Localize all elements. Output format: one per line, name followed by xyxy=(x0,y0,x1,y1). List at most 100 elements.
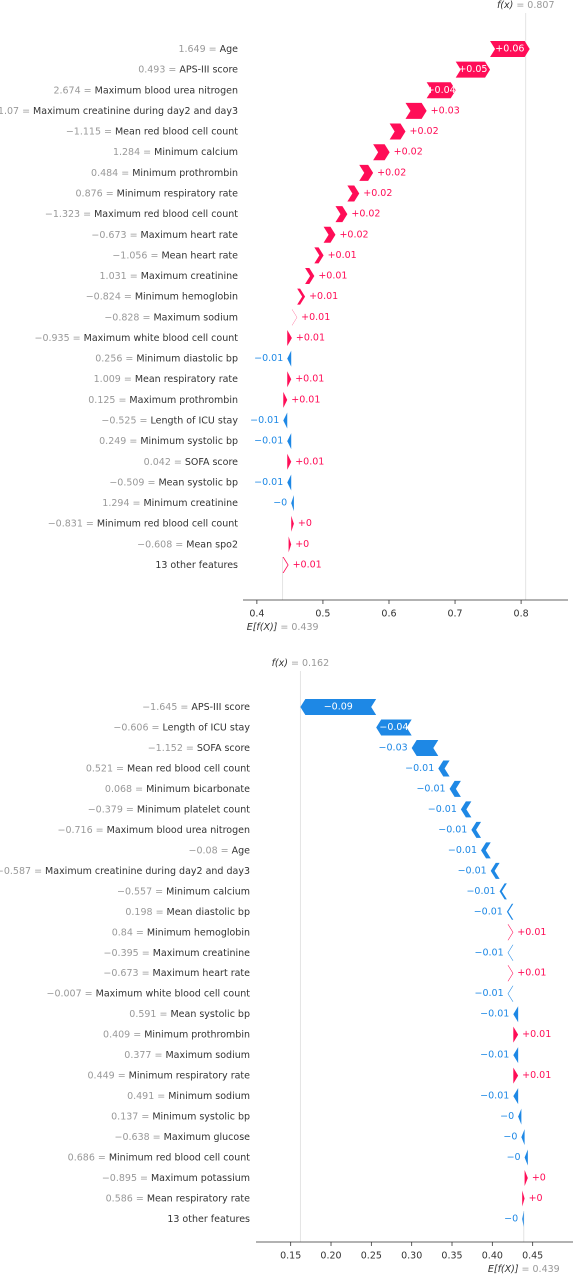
separator: = xyxy=(140,1173,148,1184)
separator: = xyxy=(126,804,134,815)
separator: = xyxy=(124,374,132,385)
value-label: −0.01 xyxy=(428,804,457,815)
shap-bar xyxy=(506,903,514,920)
feature-label: 0.449 = Minimum respiratory rate xyxy=(88,1070,251,1081)
separator: = xyxy=(83,209,91,220)
shap-bar xyxy=(507,965,514,982)
x-tick-label: 0.8 xyxy=(514,609,529,620)
feature-name: Minimum red blood cell count xyxy=(97,518,238,529)
separator: = xyxy=(104,126,112,137)
feature-name: SOFA score xyxy=(197,742,250,753)
feature-label: 0.249 = Minimum systolic bp xyxy=(99,436,238,447)
separator: = xyxy=(136,927,144,938)
shap-bar xyxy=(455,61,491,78)
feature-name: 13 other features xyxy=(167,1214,250,1225)
feature-name: Minimum hemoglobin xyxy=(135,291,238,302)
feature-label: −0.828 = Maximum sodium xyxy=(104,312,238,323)
separator: = xyxy=(150,250,158,261)
value-label: −0.01 xyxy=(254,353,283,364)
value-label: −0.03 xyxy=(379,742,408,753)
separator: = xyxy=(86,518,94,529)
separator: = xyxy=(159,1009,167,1020)
feature-value: −0.673 xyxy=(103,968,138,979)
feature-name: Length of ICU stay xyxy=(163,722,251,733)
feature-name: Maximum creatinine during day2 and day3 xyxy=(45,865,250,876)
shap-bar xyxy=(297,288,306,305)
value-label: +0.02 xyxy=(377,167,406,178)
shap-bar xyxy=(287,329,292,346)
value-label: +0.02 xyxy=(363,188,392,199)
value-label: −0 xyxy=(507,1152,521,1163)
feature-label: −0.608 = Mean spo2 xyxy=(137,539,238,550)
shap-bar xyxy=(291,515,294,532)
feature-name: Mean diastolic bp xyxy=(167,906,250,917)
x-tick-label: 0.40 xyxy=(482,1251,503,1262)
separator: = xyxy=(142,968,150,979)
feature-name: Mean respiratory rate xyxy=(147,1193,250,1204)
separator: = xyxy=(186,742,194,753)
feature-name: Age xyxy=(232,845,251,856)
feature-name: Minimum systolic bp xyxy=(152,1111,250,1122)
feature-value: −0.638 xyxy=(115,1132,150,1143)
value-label: −0.01 xyxy=(475,988,504,999)
x-tick-label: 0.20 xyxy=(320,1251,341,1262)
value-label: +0.01 xyxy=(301,312,330,323)
feature-name: Maximum heart rate xyxy=(153,968,251,979)
shap-bar xyxy=(471,821,482,838)
base-value: 0.439 xyxy=(291,622,318,633)
feature-value: −0.608 xyxy=(137,539,172,550)
feature-name: Maximum creatinine xyxy=(141,271,238,282)
fx-name: f(x) xyxy=(497,0,513,11)
shap-bar xyxy=(389,123,406,140)
x-tick-label: 0.25 xyxy=(361,1251,382,1262)
feature-value: −1.152 xyxy=(148,742,183,753)
shap-bar xyxy=(507,985,514,1002)
base-value: 0.439 xyxy=(533,1264,560,1275)
base-label: E[f(X)] = 0.439 xyxy=(488,1264,560,1275)
feature-name: Minimum calcium xyxy=(154,147,238,158)
separator: = xyxy=(124,291,132,302)
feature-name: Minimum respiratory rate xyxy=(129,1070,250,1081)
feature-value: −1.115 xyxy=(66,126,101,137)
feature-name: Maximum sodium xyxy=(165,1050,250,1061)
separator: = xyxy=(106,188,114,199)
feature-value: 1.07 xyxy=(0,105,19,116)
value-label: +0 xyxy=(298,518,312,529)
feature-name: Mean spo2 xyxy=(186,539,238,550)
value-label: +0.01 xyxy=(293,560,322,571)
separator: = xyxy=(174,456,182,467)
feature-value: −0.673 xyxy=(91,229,126,240)
feature-name: Minimum platelet count xyxy=(137,804,250,815)
feature-label: 0.068 = Minimum bicarbonate xyxy=(105,783,250,794)
feature-name: Maximum red blood cell count xyxy=(94,209,238,220)
feature-name: Mean heart rate xyxy=(161,250,238,261)
feature-label: 0.591 = Mean systolic bp xyxy=(129,1009,250,1020)
shap-bar xyxy=(524,1149,528,1166)
feature-name: APS-III score xyxy=(179,64,238,75)
separator: = xyxy=(142,947,150,958)
shap-bar xyxy=(282,557,289,573)
feature-value: −1.056 xyxy=(112,250,147,261)
separator: = xyxy=(133,498,141,509)
feature-label: 1.031 = Maximum creatinine xyxy=(100,271,239,282)
feature-value: −0.716 xyxy=(57,824,92,835)
shap-bar xyxy=(287,433,292,450)
feature-label: −0.587=Maximum creatinine during day2 an… xyxy=(0,865,250,876)
feature-name: Maximum blood urea nitrogen xyxy=(107,824,250,835)
separator: = xyxy=(516,0,524,11)
feature-label: 0.84 = Minimum hemoglobin xyxy=(112,927,250,938)
feature-name: Mean respiratory rate xyxy=(135,374,238,385)
feature-label: 0.256 = Minimum diastolic bp xyxy=(95,353,238,364)
x-tick-label: 0.4 xyxy=(249,609,264,620)
separator: = xyxy=(118,394,126,405)
feature-name: Maximum heart rate xyxy=(141,229,239,240)
separator: = xyxy=(180,702,188,713)
feature-value: 0.042 xyxy=(144,456,171,467)
feature-label: 13 other features xyxy=(155,560,238,571)
feature-value: 0.198 xyxy=(125,906,152,917)
feature-label: 0.377 = Maximum sodium xyxy=(124,1050,250,1061)
value-label: −0.01 xyxy=(466,886,495,897)
value-label: −0.01 xyxy=(475,947,504,958)
feature-name: Maximum potassium xyxy=(151,1173,250,1184)
feature-value: 0.377 xyxy=(124,1050,151,1061)
